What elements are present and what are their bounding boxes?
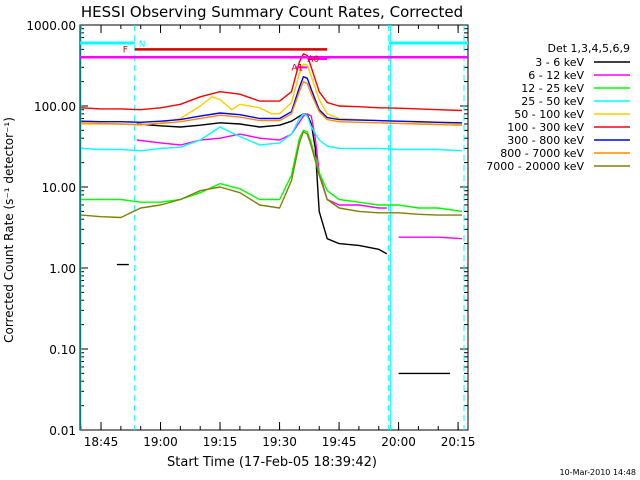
x-tick-label: 18:45 [84, 435, 119, 449]
x-tick-label: 19:15 [203, 435, 238, 449]
legend-label: 50 - 100 keV [514, 108, 584, 121]
legend-label: 300 - 800 keV [507, 134, 584, 147]
chart-plot-area: 0.01 0.10 1.00 10.00 100.00 1000.00 18:45 19:00… [26, 19, 630, 449]
x-tick-label: 19:30 [262, 435, 297, 449]
legend-label: 12 - 25 keV [521, 82, 584, 95]
legend-label: 7000 - 20000 keV [486, 160, 584, 173]
legend-label: 25 - 50 keV [521, 95, 584, 108]
x-tick-label: 20:15 [441, 435, 476, 449]
y-tick-label: 100.00 [34, 100, 76, 114]
footer-date: 10-Mar-2010 14:48 [560, 468, 637, 477]
series-line-25-50-kev [81, 113, 463, 152]
series-line-300-800-kev [81, 76, 463, 124]
y-tick-label: 10.00 [42, 181, 76, 195]
y-tick-label: 1000.00 [26, 19, 76, 33]
legend-title: Det 1,3,4,5,6,9 [547, 42, 630, 55]
chart-title: HESSI Observing Summary Count Rates, Cor… [81, 3, 463, 21]
legend-label: 100 - 300 keV [507, 121, 584, 134]
series-line-12-25-kev [81, 129, 463, 213]
legend-label: 6 - 12 keV [528, 69, 584, 82]
x-tick-label: 19:45 [322, 435, 357, 449]
night-marker-label: N [139, 40, 146, 50]
y-axis-label: Corrected Count Rate (s⁻¹ detector⁻¹) [2, 117, 16, 343]
series-line-100-300-kev [81, 53, 463, 112]
series-line-7000-20000-kev [81, 131, 462, 219]
x-axis-label: Start Time (17-Feb-05 18:39:42) [167, 455, 377, 470]
series-line-800-7000-kev [81, 80, 463, 126]
legend-label: 3 - 6 keV [535, 56, 584, 69]
y-tick-label: 0.01 [49, 424, 76, 438]
attenuator-a1-label: A1 [291, 63, 303, 73]
attenuator-a0-label: A0 [307, 55, 319, 65]
legend-label: 800 - 7000 keV [500, 147, 584, 160]
y-tick-label: 0.10 [49, 343, 76, 357]
plot-frame [79, 24, 469, 431]
flare-marker-label: F [123, 45, 128, 55]
y-tick-label: 1.00 [49, 262, 76, 276]
x-tick-label: 20:00 [381, 435, 416, 449]
x-tick-label: 19:00 [143, 435, 178, 449]
